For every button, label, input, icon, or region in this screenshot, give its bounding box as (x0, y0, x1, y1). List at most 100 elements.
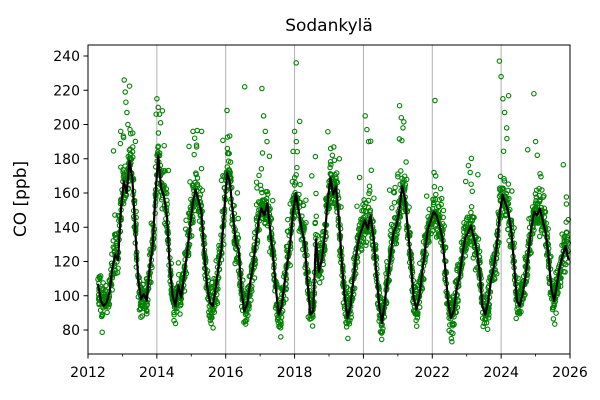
scatter-point (328, 200, 335, 206)
scatter-point (378, 336, 385, 343)
scatter-point (413, 323, 420, 329)
scatter-point (100, 280, 106, 286)
scatter-point (256, 172, 262, 179)
scatter-point (208, 320, 214, 327)
scatter-point (438, 201, 444, 208)
scatter-point (484, 326, 491, 333)
scatter-point (112, 212, 118, 218)
scatter-point (448, 335, 455, 342)
scatter-point (440, 207, 447, 214)
scatter-outlier-point (450, 330, 456, 337)
scatter-point (396, 136, 403, 142)
x-tick-label: 2016 (208, 365, 244, 381)
scatter-point (144, 301, 151, 307)
scatter-point (441, 223, 447, 229)
scatter-point (354, 203, 360, 209)
scatter-point (296, 118, 303, 125)
scatter-point (139, 313, 146, 319)
scatter-point (553, 310, 559, 316)
smoothed-line (96, 154, 570, 325)
scatter-point (171, 317, 177, 324)
scatter-point (104, 309, 110, 316)
x-tick-label: 2012 (70, 365, 106, 381)
x-tick-label: 2024 (483, 365, 519, 381)
y-tick-label: 180 (53, 152, 80, 168)
scatter-point (294, 164, 300, 171)
scatter-point (365, 204, 372, 211)
scatter-point (468, 209, 474, 216)
scatter-point (175, 260, 182, 266)
scatter-point (310, 314, 316, 320)
scatter-point (177, 311, 183, 317)
y-tick-label: 220 (53, 83, 80, 99)
scatter-point (552, 321, 558, 327)
y-tick-label: 120 (53, 255, 80, 271)
scatter-outlier-point (130, 130, 136, 136)
scatter-point (224, 164, 231, 170)
scatter-point (99, 311, 105, 317)
scatter-point (331, 157, 338, 164)
scatter-point (346, 321, 353, 327)
scatter-outlier-point (193, 142, 200, 148)
scatter-point (550, 316, 557, 322)
scatter-point (413, 317, 419, 324)
scatter-point (432, 222, 439, 229)
scatter-point (99, 329, 105, 336)
scatter-point (105, 304, 112, 310)
scatter-outlier-point (327, 145, 334, 152)
y-tick-label: 200 (53, 118, 80, 134)
scatter-outlier-point (154, 96, 160, 102)
scatter-outlier-point (121, 77, 127, 83)
scatter-point (162, 168, 168, 174)
scatter-point (126, 83, 133, 89)
scatter-outlier-point (264, 138, 270, 145)
scatter-point (330, 195, 337, 202)
scatter-point (312, 220, 318, 227)
scatter-point (462, 178, 469, 185)
scatter-point (199, 187, 206, 193)
scatter-point (261, 199, 268, 205)
scatter-point (480, 323, 486, 330)
y-axis-label: CO [ppb] (11, 161, 31, 237)
scatter-outlier-point (122, 89, 128, 95)
scatter-point (266, 153, 273, 160)
scatter-point (358, 247, 365, 253)
scatter-point (220, 137, 226, 144)
scatter-point (504, 135, 510, 142)
scatter-outlier-point (364, 126, 370, 133)
scatter-outlier-point (198, 128, 205, 135)
scatter-point (505, 92, 512, 99)
scatter-outlier-point (309, 173, 315, 179)
scatter-point (437, 185, 444, 192)
scatter-point (430, 201, 437, 208)
scatter-point (534, 220, 541, 226)
scatter-point (562, 269, 568, 275)
x-tick-label: 2020 (346, 365, 382, 381)
scatter-point (132, 138, 139, 145)
scatter-point (431, 199, 437, 206)
y-tick-label: 140 (53, 220, 80, 236)
scatter-point (278, 314, 285, 321)
scatter-outlier-point (534, 152, 541, 159)
scatter-point (513, 315, 519, 322)
scatter-outlier-point (498, 73, 504, 80)
scatter-point (300, 202, 307, 209)
scatter-point (428, 230, 434, 237)
scatter-point (316, 279, 323, 286)
scatter-outlier-point (398, 114, 405, 121)
scatter-point (486, 312, 492, 318)
scatter-point (110, 148, 117, 154)
scatter-point (227, 159, 234, 165)
scatter-outlier-point (467, 169, 473, 176)
scatter-outlier-point (396, 102, 403, 109)
scatter-point (164, 190, 170, 197)
scatter-outlier-point (127, 126, 133, 133)
scatter-point (293, 172, 299, 178)
scatter-outlier-point (379, 328, 386, 335)
scatter-point (563, 194, 570, 200)
scatter-point (153, 111, 159, 117)
scatter-point (214, 300, 221, 306)
scatter-point (356, 174, 363, 181)
scatter-point (194, 175, 201, 181)
scatter-outlier-point (501, 109, 508, 116)
